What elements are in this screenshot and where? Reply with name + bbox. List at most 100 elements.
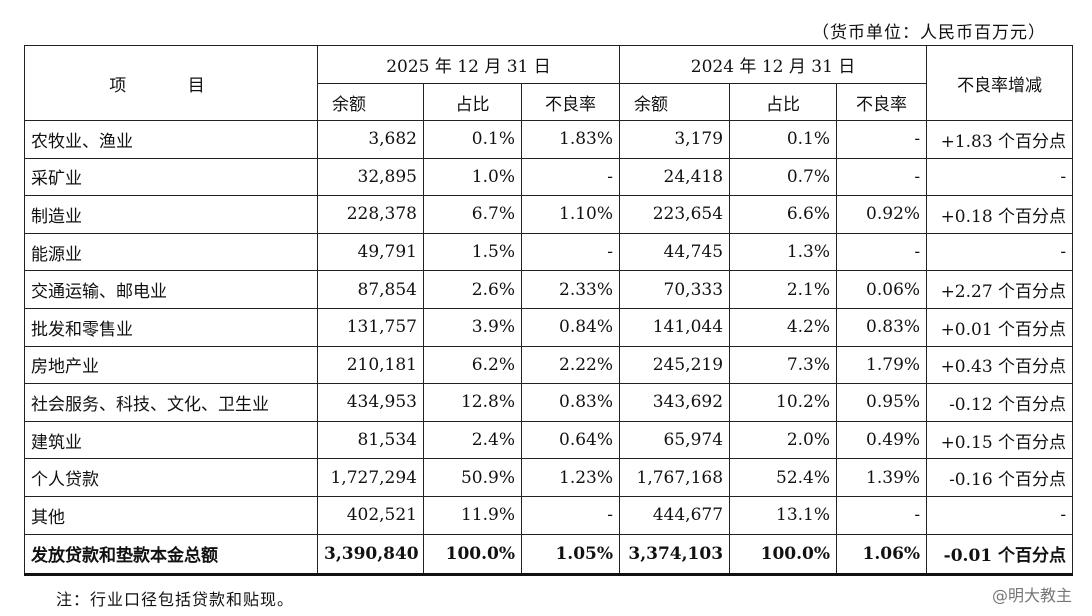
share-2024: 52.4% [729,458,838,497]
npl-2025: 1.83% [520,120,621,159]
share-2024: 10.2% [729,383,838,422]
period-2025-header: 2025 年 12 月 31 日 [316,45,621,84]
balance-2024: 444,677 [619,495,731,535]
table-row: 采矿业 32,895 1.0% - 24,418 0.7% - - [24,157,1074,197]
npl-2024: 0.92% [836,195,928,234]
share-2025: 50.9% [423,458,522,497]
balance-2025: 434,953 [317,383,424,422]
table-row: 社会服务、科技、文化、卫生业 434,953 12.8% 0.83% 343,6… [24,383,1074,422]
watermark: @明大教主 [991,586,1072,605]
balance-2024: 141,044 [619,307,731,347]
balance-2024: 70,333 [619,270,731,309]
total-share-2025: 100.0% [423,533,522,576]
npl-2025: 0.84% [520,307,621,347]
balance-2024: 3,179 [619,120,731,159]
total-balance-2024: 3,374,103 [619,533,731,576]
npl-2024: - [836,157,928,197]
share-2024-header: 占比 [729,83,838,121]
balance-2024: 245,219 [619,345,731,385]
period-2024-header: 2024 年 12 月 31 日 [619,45,928,84]
industry-label: 采矿业 [24,157,318,197]
npl-change: -0.16 个百分点 [926,458,1074,497]
share-2024: 2.1% [729,270,838,309]
total-share-2024: 100.0% [729,533,838,576]
npl-2024: 1.79% [836,345,928,385]
npl-2024: 1.39% [836,458,928,497]
balance-2024: 65,974 [619,420,731,460]
balance-2025: 228,378 [317,195,424,234]
balance-2024: 343,692 [619,383,731,422]
npl-change: +0.15 个百分点 [926,420,1074,460]
footnote: 注：行业口径包括贷款和贴现。 [56,590,295,609]
share-2024: 7.3% [729,345,838,385]
balance-2025: 1,727,294 [317,458,424,497]
share-2025: 1.5% [423,232,522,272]
npl-2025: - [520,495,621,535]
balance-2025: 210,181 [317,345,424,385]
industry-label: 制造业 [24,195,318,234]
total-npl-2025: 1.05% [520,533,621,576]
share-2024: 2.0% [729,420,838,460]
npl-2025: 2.33% [520,270,621,309]
balance-2024-header: 余额 [619,83,731,121]
share-2025: 12.8% [423,383,522,422]
npl-2025: - [520,232,621,272]
industry-label: 房地产业 [24,345,318,385]
balance-2025-header: 余额 [317,83,424,121]
balance-2025: 87,854 [317,270,424,309]
npl-2024: - [836,120,928,159]
industry-label: 建筑业 [24,420,318,460]
balance-2025: 81,534 [317,420,424,460]
table-row: 建筑业 81,534 2.4% 0.64% 65,974 2.0% 0.49% … [24,420,1074,460]
industry-label: 农牧业、渔业 [24,120,318,159]
balance-2024: 44,745 [619,232,731,272]
total-label: 发放贷款和垫款本金总额 [24,533,318,576]
npl-change: +0.01 个百分点 [926,307,1074,347]
industry-label: 其他 [24,495,318,535]
npl-2024: 0.83% [836,307,928,347]
npl-2024-header: 不良率 [836,83,928,121]
npl-change: +1.83 个百分点 [926,120,1074,159]
npl-change: - [926,232,1074,272]
npl-2025: 0.83% [520,383,621,422]
npl-2024: - [836,232,928,272]
currency-unit-note: （货币单位：人民币百万元） [812,23,1046,43]
share-2025: 1.0% [423,157,522,197]
npl-2025: 1.10% [520,195,621,234]
total-npl-2024: 1.06% [836,533,928,576]
table-row: 农牧业、渔业 3,682 0.1% 1.83% 3,179 0.1% - +1.… [24,120,1074,159]
industry-label: 交通运输、邮电业 [24,270,318,309]
table-row: 房地产业 210,181 6.2% 2.22% 245,219 7.3% 1.7… [24,345,1074,385]
npl-2025: 1.23% [520,458,621,497]
share-2024: 4.2% [729,307,838,347]
balance-2025: 131,757 [317,307,424,347]
share-2024: 0.1% [729,120,838,159]
npl-2025: 2.22% [520,345,621,385]
npl-2025: 0.64% [520,420,621,460]
share-2025: 3.9% [423,307,522,347]
table-row: 个人贷款 1,727,294 50.9% 1.23% 1,767,168 52.… [24,458,1074,497]
npl-2024: 0.95% [836,383,928,422]
share-2025: 11.9% [423,495,522,535]
npl-change: +0.43 个百分点 [926,345,1074,385]
share-2025: 2.6% [423,270,522,309]
npl-change: - [926,157,1074,197]
total-npl-change: -0.01 个百分点 [926,533,1074,576]
balance-2024: 1,767,168 [619,458,731,497]
share-2025: 6.7% [423,195,522,234]
table-row: 能源业 49,791 1.5% - 44,745 1.3% - - [24,232,1074,272]
npl-change: -0.12 个百分点 [926,383,1074,422]
table-row: 批发和零售业 131,757 3.9% 0.84% 141,044 4.2% 0… [24,307,1074,347]
item-header: 项 目 [24,45,318,121]
share-2024: 1.3% [729,232,838,272]
npl-change: - [926,495,1074,535]
total-row: 发放贷款和垫款本金总额 3,390,840 100.0% 1.05% 3,374… [24,533,1074,576]
table-row: 交通运输、邮电业 87,854 2.6% 2.33% 70,333 2.1% 0… [24,270,1074,309]
share-2025: 2.4% [423,420,522,460]
industry-label: 社会服务、科技、文化、卫生业 [24,383,318,422]
npl-change-header: 不良率增减 [926,45,1074,121]
npl-2024: - [836,495,928,535]
total-balance-2025: 3,390,840 [317,533,424,576]
share-2025: 6.2% [423,345,522,385]
share-2025: 0.1% [423,120,522,159]
